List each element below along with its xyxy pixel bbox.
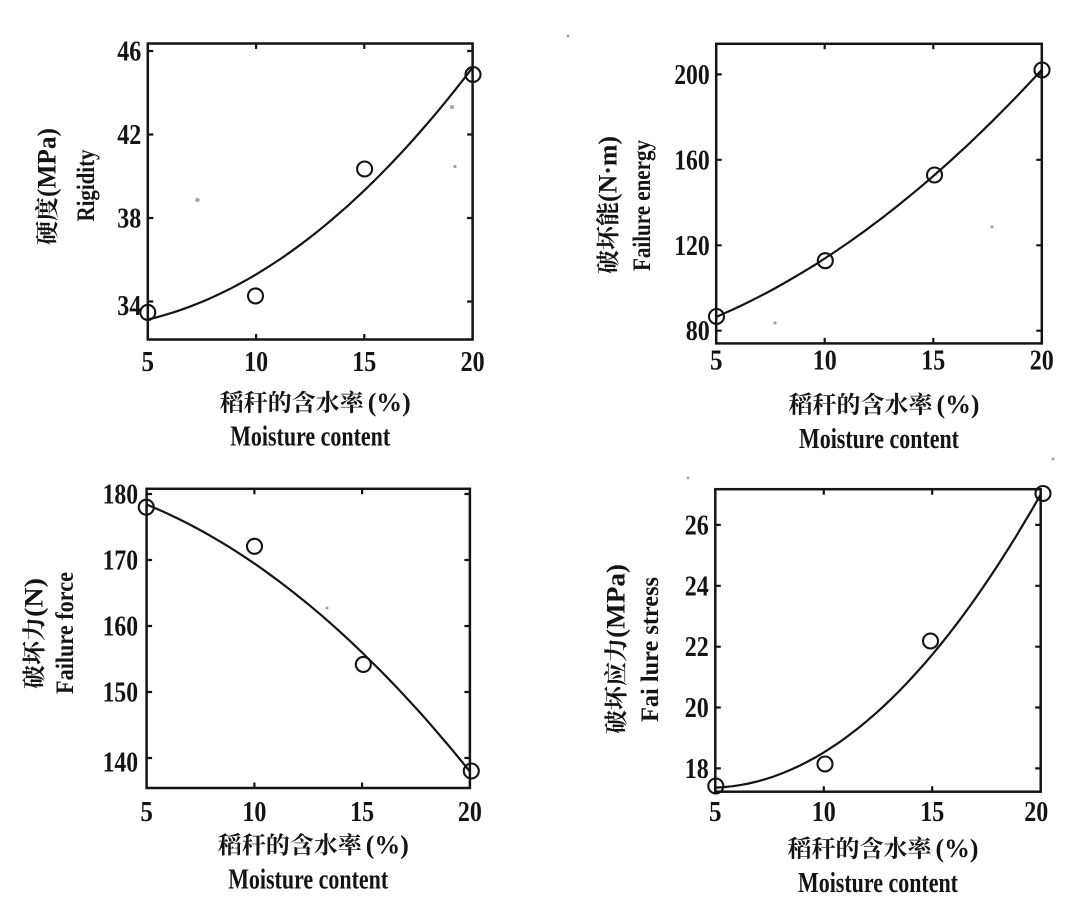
svg-text:200: 200	[674, 60, 710, 91]
svg-text:10: 10	[242, 797, 266, 828]
svg-text:10: 10	[244, 347, 268, 378]
svg-text:20: 20	[685, 693, 709, 724]
svg-text:140: 140	[103, 748, 139, 779]
svg-text:Rigidity: Rigidity	[73, 149, 100, 221]
svg-text:(%): (%)	[936, 834, 979, 863]
svg-text:160: 160	[674, 145, 710, 176]
svg-text:20: 20	[1030, 346, 1054, 377]
svg-text:Moisture content: Moisture content	[230, 421, 390, 453]
svg-text:Failure force: Failure force	[52, 572, 79, 694]
svg-text:15: 15	[350, 797, 374, 828]
svg-text:Moisture content: Moisture content	[799, 423, 959, 455]
svg-text:120: 120	[674, 231, 710, 262]
svg-text:20: 20	[1024, 797, 1048, 828]
svg-text:15: 15	[921, 346, 945, 377]
svg-text:18: 18	[685, 754, 709, 785]
svg-text:46: 46	[117, 37, 141, 68]
svg-text:22: 22	[685, 632, 709, 663]
svg-text:15: 15	[352, 347, 376, 378]
svg-text:Failure energy: Failure energy	[629, 140, 656, 271]
svg-text:26: 26	[685, 510, 709, 541]
svg-text:20: 20	[458, 797, 482, 828]
svg-text:34: 34	[117, 291, 141, 322]
svg-text:(%): (%)	[937, 390, 980, 419]
svg-text:(N): (N)	[20, 578, 49, 617]
svg-text:(%): (%)	[366, 831, 409, 860]
svg-text:(MPa): (MPa)	[602, 564, 631, 638]
svg-text:(%): (%)	[368, 388, 411, 417]
svg-text:38: 38	[117, 204, 141, 235]
svg-text:(MPa): (MPa)	[33, 128, 62, 197]
svg-text:80: 80	[686, 316, 710, 347]
svg-text:170: 170	[103, 546, 139, 577]
svg-text:5: 5	[710, 346, 723, 377]
svg-text:5: 5	[140, 797, 153, 828]
svg-text:20: 20	[461, 347, 485, 378]
svg-text:180: 180	[103, 480, 139, 511]
svg-text:Moisture content: Moisture content	[228, 864, 388, 896]
svg-text:5: 5	[709, 797, 722, 828]
svg-text:10: 10	[813, 346, 837, 377]
svg-text:Fai lure stress: Fai lure stress	[637, 577, 664, 722]
svg-text:160: 160	[103, 612, 139, 643]
svg-text:10: 10	[812, 797, 836, 828]
svg-text:150: 150	[103, 678, 139, 709]
svg-text:15: 15	[920, 797, 944, 828]
svg-text:(N·m): (N·m)	[594, 136, 623, 202]
svg-text:Moisture content: Moisture content	[798, 867, 958, 899]
svg-text:5: 5	[142, 347, 155, 378]
svg-text:24: 24	[685, 571, 709, 602]
svg-text:42: 42	[117, 120, 141, 151]
